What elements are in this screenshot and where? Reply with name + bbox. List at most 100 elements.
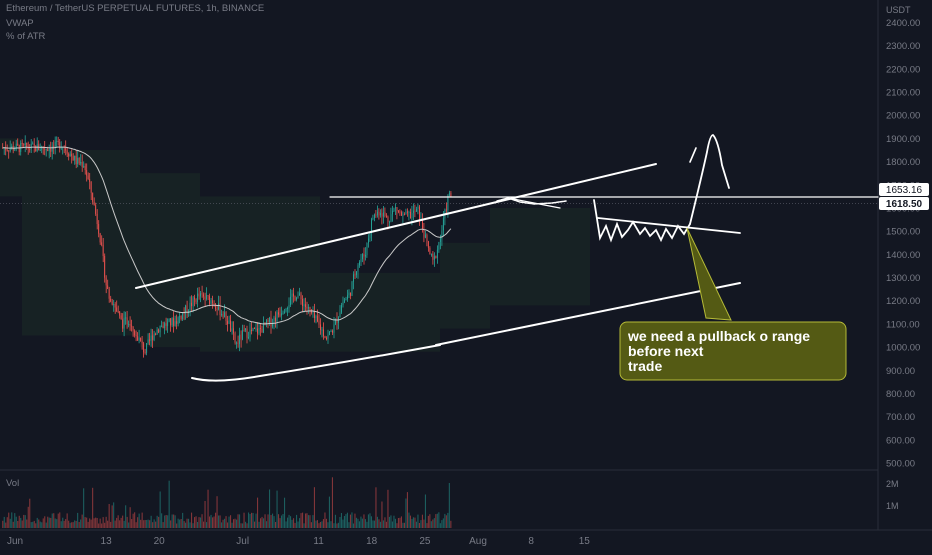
volume-bar: [62, 517, 64, 528]
volume-bar: [116, 517, 118, 528]
volume-bar: [29, 498, 31, 528]
candle-body: [233, 328, 234, 334]
vwap-legend[interactable]: VWAP: [6, 18, 34, 29]
candle-body: [92, 192, 94, 202]
volume-bar: [387, 489, 389, 528]
volume-bar: [72, 522, 74, 528]
volume-bar: [159, 491, 161, 528]
volume-bar: [171, 514, 173, 528]
candle-body: [173, 318, 175, 326]
volume-bar: [394, 518, 396, 528]
candle-body: [30, 143, 32, 150]
candle-body: [363, 254, 365, 257]
candle-body: [432, 253, 434, 260]
callout-box[interactable]: [619, 321, 847, 381]
candle-body: [144, 352, 146, 354]
candle-body: [174, 321, 176, 326]
candle-body: [302, 299, 303, 306]
volume-bar: [330, 521, 332, 528]
time-tick-label: Jun: [7, 536, 23, 547]
candle-body: [9, 148, 11, 152]
wedge-top-line[interactable]: [496, 197, 567, 205]
projection-arrow-left[interactable]: [689, 147, 697, 163]
volume-bar: [236, 519, 238, 528]
candle-body: [306, 306, 308, 309]
volume-bar: [161, 513, 163, 528]
volume-bar: [59, 512, 61, 528]
candle-body: [296, 297, 297, 300]
candle-body: [176, 321, 178, 324]
volume-bar: [27, 506, 29, 528]
volume-bar: [284, 497, 286, 528]
price-axis-panel[interactable]: [878, 0, 932, 550]
volume-bar: [230, 515, 232, 528]
volume-bar: [107, 520, 109, 528]
volume-tick-1m: 1M: [886, 501, 899, 511]
candle-body: [436, 249, 438, 258]
candle-body: [231, 328, 233, 332]
time-axis-settings-button[interactable]: [878, 531, 932, 550]
range-top-line[interactable]: [597, 217, 741, 234]
volume-bar: [90, 519, 92, 528]
volume-bar: [300, 513, 302, 528]
volume-bar: [312, 515, 314, 528]
candle-body: [153, 334, 155, 340]
candle-body: [72, 156, 74, 161]
candle-body: [261, 329, 263, 333]
candle-body: [267, 320, 269, 322]
volume-bar: [188, 518, 190, 528]
candle-body: [308, 307, 309, 309]
volume-bar: [24, 515, 26, 528]
candle-body: [47, 149, 49, 151]
projection-range-path[interactable]: [593, 199, 691, 243]
atr-band: [490, 208, 590, 306]
volume-bar: [360, 516, 362, 528]
volume-bar: [424, 494, 426, 528]
candle-body: [448, 192, 450, 196]
candle-body: [381, 213, 383, 217]
candle-body: [383, 212, 384, 217]
volume-bar: [180, 519, 182, 528]
volume-bar: [122, 515, 124, 528]
volume-bar: [249, 514, 251, 528]
drawing-layer[interactable]: [135, 134, 879, 382]
channel-lower-curve[interactable]: [191, 344, 441, 382]
candle-body: [365, 255, 366, 257]
volume-bar: [316, 520, 318, 528]
symbol-legend[interactable]: Ethereum / TetherUS PERPETUAL FUTURES, 1…: [6, 3, 265, 14]
volume-bar: [32, 521, 34, 528]
volume-bar: [191, 512, 193, 528]
volume-bar: [167, 515, 169, 528]
candle-body: [291, 293, 293, 297]
candle-body: [132, 326, 134, 331]
candle-body: [219, 303, 221, 315]
candles-layer: [2, 135, 452, 358]
candle-body: [56, 140, 58, 142]
wedge-bottom-line[interactable]: [507, 197, 561, 209]
candle-body: [260, 328, 261, 329]
candle-body: [17, 143, 19, 145]
projection-breakout-path[interactable]: [689, 134, 730, 225]
channel-upper-line[interactable]: [135, 163, 657, 289]
time-tick-label: 8: [528, 536, 534, 547]
atr-legend[interactable]: % of ATR: [6, 31, 46, 42]
volume-bar: [215, 512, 217, 528]
candle-body: [96, 213, 98, 224]
volume-bar: [18, 515, 20, 528]
candle-body: [113, 304, 115, 306]
candle-body: [83, 166, 85, 168]
price-tick-label: 500.00: [886, 459, 915, 470]
volume-bar: [150, 515, 152, 528]
time-tick-label: 11: [313, 536, 324, 547]
candle-body: [389, 221, 390, 223]
candle-body: [278, 312, 279, 315]
volume-bar: [102, 517, 104, 528]
price-tick-label: 2400.00: [886, 18, 920, 29]
channel-lower-line[interactable]: [435, 282, 741, 346]
volume-bar: [128, 522, 130, 528]
volume-legend[interactable]: Vol: [6, 478, 20, 489]
volume-bar: [315, 520, 317, 528]
candle-body: [248, 337, 249, 339]
